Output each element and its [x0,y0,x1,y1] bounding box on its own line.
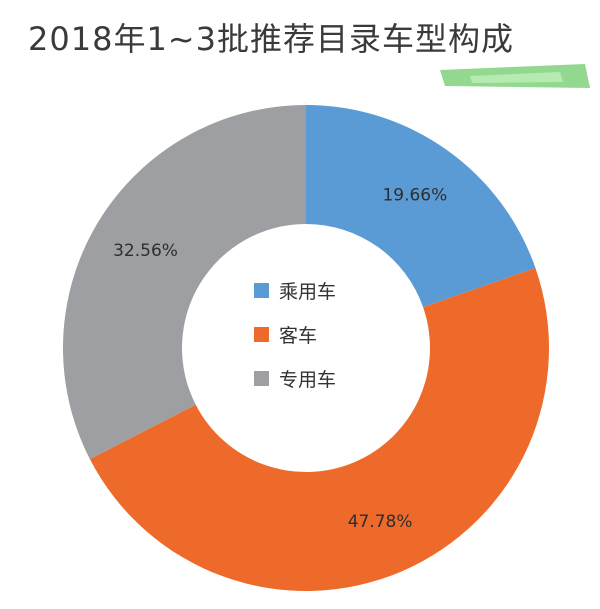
legend-swatch-3 [254,371,269,386]
donut-slices [63,105,549,591]
slice-label-3: 32.56% [113,241,178,261]
slice-label-2: 47.78% [348,512,413,532]
slice-labels: 19.66% 47.78% 32.56% [113,186,447,532]
slice-1 [306,105,536,308]
legend-label-3: 专用车 [279,369,336,391]
slice-3 [63,105,307,460]
chart-title: 2018年1~3批推荐目录车型构成 [28,20,514,58]
title-decoration [440,64,590,88]
title-green-brush-highlight [470,72,563,83]
legend-label-1: 乘用车 [279,281,336,303]
slice-label-1: 19.66% [382,186,447,206]
slice-2 [89,267,549,591]
legend-swatch-1 [254,283,269,298]
title-band [0,0,600,90]
legend-swatch-2 [254,327,269,342]
legend-label-2: 客车 [279,325,317,347]
